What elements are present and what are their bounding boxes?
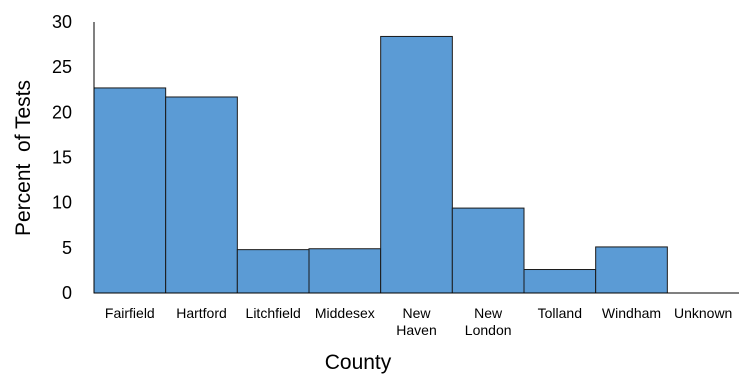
x-tick-label: Tolland (538, 305, 582, 321)
bar-windham (595, 246, 668, 294)
bar-new-london (451, 207, 525, 294)
bar-new-haven (380, 35, 453, 294)
y-tick-label: 25 (52, 57, 72, 77)
bar-fairfield (93, 87, 167, 294)
bar-litchfield (236, 249, 310, 294)
bar-middesex (308, 248, 382, 294)
x-tick-label: Litchfield (246, 305, 301, 321)
bars-group (93, 35, 668, 294)
x-tick-label: Windham (602, 305, 661, 321)
y-axis-title: Percent of Tests (12, 80, 35, 236)
axes-group (93, 22, 739, 294)
x-tick-label: Middesex (315, 305, 375, 321)
y-tick-label: 30 (52, 12, 72, 32)
y-tick-label: 0 (62, 283, 72, 303)
y-tick-label: 20 (52, 102, 72, 122)
y-tick-labels: 0 5 10 15 20 25 30 (52, 12, 72, 303)
x-tick-label: New Haven (396, 305, 436, 338)
x-tick-label: Hartford (176, 305, 227, 321)
y-tick-label: 10 (52, 193, 72, 213)
bar-tolland (523, 269, 597, 294)
x-tick-labels: Fairfield Hartford Litchfield Middesex New Ha… (105, 305, 732, 338)
y-tick-label: 15 (52, 148, 72, 168)
x-tick-label: Unknown (674, 305, 732, 321)
x-tick-label: New London (465, 305, 512, 338)
x-axis-title: County (325, 351, 392, 374)
y-tick-label: 5 (62, 238, 72, 258)
bar-hartford (165, 96, 238, 294)
x-tick-label: Fairfield (105, 305, 155, 321)
